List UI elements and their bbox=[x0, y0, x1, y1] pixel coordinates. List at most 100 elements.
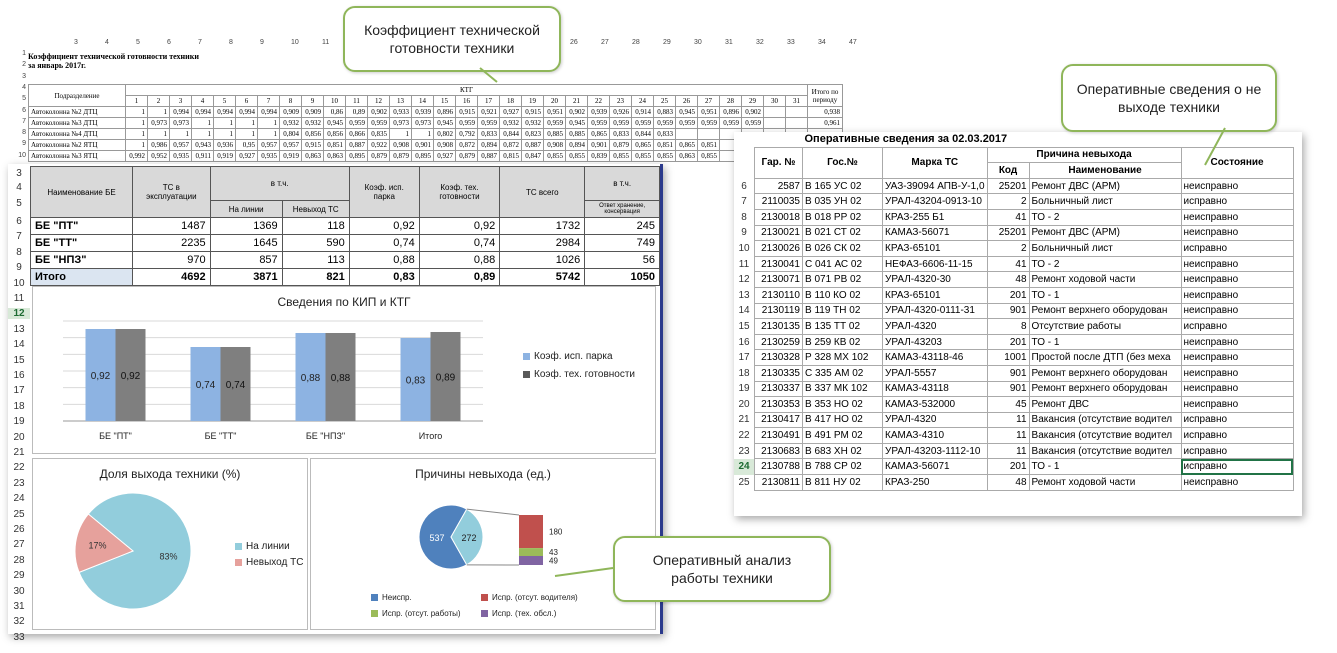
cell-state[interactable]: исправно bbox=[1180, 240, 1294, 257]
table-row: БЕ "ПТ" 1487 1369 118 0,92 0,92 1732 245 bbox=[29, 217, 660, 235]
cell-state[interactable]: неисправно bbox=[1180, 177, 1294, 195]
ktg-cell: 0,959 bbox=[587, 117, 610, 129]
day-number: 12 bbox=[367, 95, 390, 107]
ktg-cell: 0,932 bbox=[279, 117, 302, 129]
ktg-cell: 0,802 bbox=[433, 128, 456, 140]
ktg-cell: 0,885 bbox=[543, 128, 566, 140]
cell-state[interactable]: исправно bbox=[1180, 442, 1294, 460]
table-row: Автоколонна №3 ЯТЦ 0,992 0,952 0,935 0,911 0,… bbox=[28, 150, 843, 162]
output-share-chart[interactable]: Доля выхода техники (%) 83% 17% На линии … bbox=[32, 458, 308, 630]
pie-slice[interactable] bbox=[78, 492, 192, 610]
row-number: 15 bbox=[13, 354, 25, 366]
bar[interactable] bbox=[430, 332, 461, 421]
reasons-chart[interactable]: Причины невыхода (ед.) 537 272 180 43 49 Неи… bbox=[310, 458, 656, 630]
bar[interactable] bbox=[295, 333, 326, 421]
cell-gar: 2130683 bbox=[754, 442, 803, 460]
cell-state[interactable]: неисправно bbox=[1180, 271, 1294, 288]
ktg-cell: 0,855 bbox=[565, 150, 588, 162]
cell-brand: УРАЛ-43203-1112-10 bbox=[882, 442, 988, 460]
cell-kip: 0,74 bbox=[348, 234, 420, 252]
bar[interactable] bbox=[85, 329, 116, 421]
column-number: 7 bbox=[198, 39, 202, 46]
bar-segment[interactable] bbox=[519, 555, 543, 565]
day-number: 5 bbox=[213, 95, 236, 107]
hdr-subdivision: Подразделение bbox=[28, 84, 126, 107]
pie-slice[interactable] bbox=[74, 513, 134, 574]
category-label: БЕ "ПТ" bbox=[99, 431, 132, 441]
ktg-cell: 0,896 bbox=[433, 106, 456, 118]
bar-chart-svg: 0,92 0,92 БЕ "ПТ" 0,74 0,74 БЕ "ТТ" 0,88 0,88 БЕ… bbox=[63, 320, 483, 441]
row-number: 8 bbox=[22, 129, 26, 137]
row-total: 0,938 bbox=[807, 106, 843, 118]
cell-state[interactable]: неисправно bbox=[1180, 302, 1294, 320]
hdr-not-out: Невыход ТС bbox=[281, 200, 350, 218]
cell-state[interactable]: исправно bbox=[1180, 458, 1294, 476]
cell-state[interactable]: неисправно bbox=[1180, 224, 1294, 242]
bar-segment[interactable] bbox=[519, 548, 543, 556]
row-number: 22 bbox=[13, 462, 25, 474]
table-row: БЕ "ТТ" 2235 1645 590 0,74 0,74 2984 749 bbox=[29, 234, 660, 252]
cell-state[interactable]: неисправно bbox=[1180, 286, 1294, 304]
ktg-title: Коэффициент технической готовности техни… bbox=[28, 52, 199, 61]
bar-segment[interactable] bbox=[519, 515, 543, 549]
ktg-cell: 0,959 bbox=[741, 117, 764, 129]
kip-ktg-chart[interactable]: Сведения по КИП и КТГ 0,92 0,92 БЕ "ПТ" 0,7… bbox=[32, 286, 656, 454]
ktg-cell: 0,89 bbox=[345, 106, 368, 118]
ktg-cell: 0,935 bbox=[257, 150, 280, 162]
pie-slice[interactable] bbox=[450, 508, 484, 566]
ktg-cell: 0,887 bbox=[477, 150, 500, 162]
ktg-cell bbox=[785, 106, 808, 118]
table-row: 18 2130335 С 335 АМ 02 УРАЛ-5557 901 Ремонт в… bbox=[734, 364, 1294, 382]
bar[interactable] bbox=[190, 347, 221, 421]
row-number: 24 bbox=[734, 458, 755, 475]
cell-state[interactable]: неисправно bbox=[1180, 333, 1294, 351]
callout-analysis: Оперативный анализ работы техники bbox=[613, 536, 831, 602]
row-number: 21 bbox=[13, 447, 25, 458]
cell-reason: Отсутствие работы bbox=[1028, 318, 1182, 335]
legend-not-out-swatch bbox=[235, 558, 242, 566]
day-number: 24 bbox=[631, 95, 654, 107]
cell-state[interactable]: неисправно bbox=[1180, 255, 1294, 273]
cell-state[interactable]: исправно bbox=[1180, 427, 1294, 444]
hdr-gar: Гар. № bbox=[754, 146, 803, 179]
ktg-cell: 0,908 bbox=[543, 139, 566, 151]
pie-slice[interactable] bbox=[418, 504, 468, 570]
category-label: БЕ "НПЗ" bbox=[306, 431, 345, 441]
ktg-cell: 1 bbox=[125, 117, 148, 129]
cell-brand: КАМАЗ-56071 bbox=[882, 224, 988, 242]
day-number: 20 bbox=[543, 95, 566, 107]
connector-line bbox=[466, 508, 520, 516]
cell-state[interactable]: неисправно bbox=[1180, 364, 1294, 382]
cell-gar: 2130328 bbox=[754, 349, 803, 366]
bar-label: 0,88 bbox=[301, 373, 321, 384]
ktg-cell: 0,952 bbox=[147, 150, 170, 162]
cell-state[interactable]: неисправно bbox=[1180, 380, 1294, 398]
cell-gos: В 337 МК 102 bbox=[802, 380, 883, 398]
hdr-name: Наименование БЕ bbox=[29, 166, 134, 218]
legend-ktg: Коэф. тех. готовности bbox=[523, 369, 635, 380]
hdr-total-ts: ТС всего bbox=[499, 166, 586, 218]
cell-gos: В 026 СК 02 bbox=[802, 240, 883, 257]
cell-state[interactable]: неисправно bbox=[1180, 474, 1294, 491]
column-number: 6 bbox=[167, 39, 171, 46]
ktg-cell: 0,865 bbox=[631, 139, 654, 151]
row-number: 30 bbox=[13, 585, 25, 597]
bar[interactable] bbox=[325, 333, 356, 421]
row-number: 32 bbox=[13, 616, 25, 628]
cell-state[interactable]: исправно bbox=[1180, 318, 1294, 335]
ktg-cell: 1 bbox=[125, 139, 148, 151]
cell-state[interactable]: неисправно bbox=[1180, 208, 1294, 226]
ktg-cell: 0,833 bbox=[477, 128, 500, 140]
row-number: 4 bbox=[22, 83, 26, 91]
cell-state[interactable]: неисправно bbox=[1180, 349, 1294, 366]
ktg-cell: 0,895 bbox=[411, 150, 434, 162]
bar[interactable] bbox=[220, 347, 251, 421]
cell-state[interactable]: исправно bbox=[1180, 411, 1294, 429]
day-number: 7 bbox=[257, 95, 280, 107]
bar[interactable] bbox=[400, 338, 431, 421]
row-name: Итого bbox=[29, 268, 134, 286]
cell-state[interactable]: исправно bbox=[1180, 193, 1294, 210]
cell-state[interactable]: неисправно bbox=[1180, 396, 1294, 413]
table-row: 7 2110035 В 035 УН 02 УРАЛ-43204-0913-10 2 Бо… bbox=[734, 193, 1294, 210]
bar[interactable] bbox=[115, 329, 146, 421]
